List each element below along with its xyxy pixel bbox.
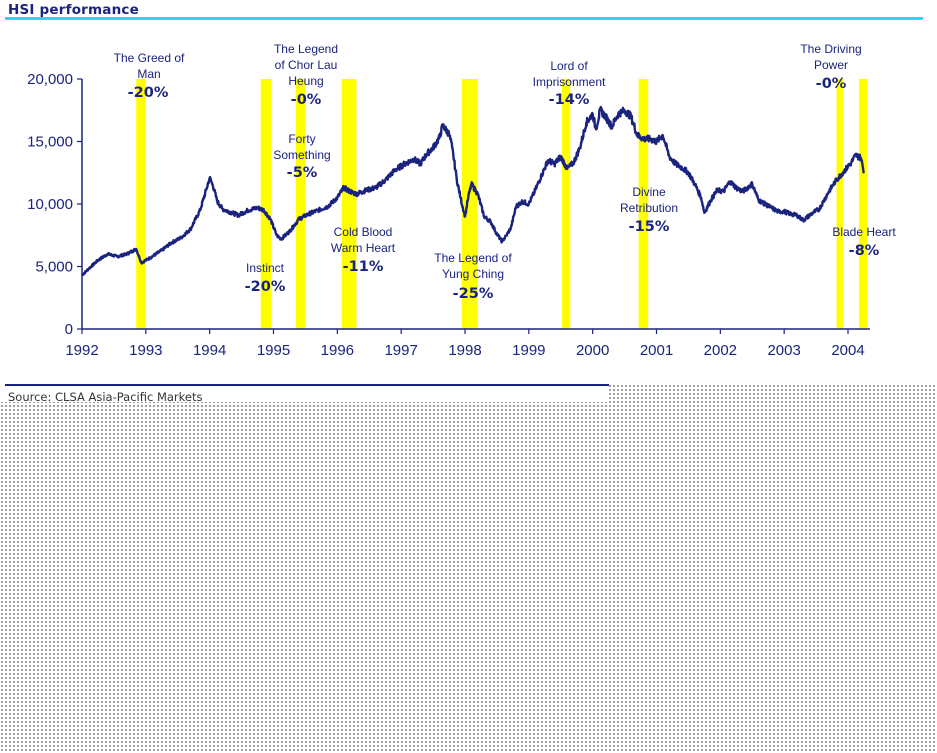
annotation-label-3-line-1: Forty (288, 132, 315, 146)
x-tick-label: 2001 (640, 342, 673, 359)
annotation-change-extra: -0% (291, 92, 322, 108)
source-note: Source: CLSA Asia-Pacific Markets (8, 390, 203, 402)
annotation-change-1: -20% (128, 85, 169, 101)
annotation-change-5: -25% (453, 286, 494, 302)
chart-title: HSI performance (8, 2, 139, 18)
y-tick-label: 0 (65, 321, 73, 338)
x-tick-label: 1999 (512, 342, 545, 359)
annotation-label-1-line-1: The Greed of (114, 51, 185, 65)
x-tick-label: 1995 (257, 342, 290, 359)
highlight-band-8 (836, 79, 843, 329)
annotation-change-6: -14% (549, 92, 590, 108)
annotation-label-7-line-2: Retribution (620, 201, 678, 215)
x-tick-label: 1994 (193, 342, 226, 359)
source-box: Source: CLSA Asia-Pacific Markets (0, 384, 609, 402)
x-tick-label: 1993 (129, 342, 162, 359)
band-layer (136, 79, 868, 329)
highlight-band-6 (562, 79, 571, 329)
highlight-band-7 (638, 79, 649, 329)
annotation-change-7: -15% (629, 219, 670, 235)
annotation-label-7-line-1: Divine (632, 185, 666, 199)
y-tick-label: 15,000 (27, 134, 73, 151)
highlight-band-2 (260, 79, 272, 329)
annotation-label-4-line-2: Warm Heart (331, 241, 396, 255)
y-tick-label: 20,000 (27, 71, 73, 88)
annotation-label-6-line-1: Lord of (550, 59, 588, 73)
x-tick-label: 2002 (704, 342, 737, 359)
annotation-label-6-line-2: Imprisonment (533, 75, 606, 89)
line-layer (81, 105, 866, 277)
title-rule (5, 17, 923, 20)
annotation-label-8-line-2: Power (814, 58, 848, 72)
annotation-label-5-line-1: The Legend of (434, 251, 512, 265)
annotation-label-4-line-1: Cold Blood (334, 225, 393, 239)
annotation-label-1-line-2: Man (137, 67, 160, 81)
annotation-label-3-line-2: Something (273, 148, 330, 162)
annotation-change-8: -0% (816, 76, 847, 92)
x-tick-label: 1998 (448, 342, 481, 359)
highlight-band-4 (341, 79, 357, 329)
axes-layer: 0 5,000 10,000 15,000 20,000 1992 1993 1994 1995… (27, 71, 870, 359)
chart-panel: HSI performance 0 5,000 10,000 15,000 20,000… (5, 2, 923, 359)
annotation-layer: The Greed of Man -20% Instinct -20% Forty Some… (114, 42, 897, 302)
hsi-index-line (81, 105, 866, 277)
x-tick-label: 1996 (321, 342, 354, 359)
annotation-label-5-line-2: Yung Ching (442, 267, 504, 281)
y-tick-label: 5,000 (35, 259, 73, 276)
x-tick-label: 1997 (384, 342, 417, 359)
annotation-change-2: -20% (245, 279, 286, 295)
annotation-label-extra-line-1: The Legend (274, 42, 338, 56)
annotation-change-9: -8% (849, 243, 880, 259)
annotation-label-2-line-1: Instinct (246, 261, 285, 275)
annotation-label-extra-line-3: Heung (288, 74, 323, 88)
source-rule (5, 384, 609, 386)
highlight-band-5 (461, 79, 478, 329)
annotation-label-8-line-1: The Driving (800, 42, 861, 56)
x-tick-label: 2000 (576, 342, 609, 359)
annotation-label-9-line-1: Blade Heart (832, 225, 896, 239)
annotation-change-4: -11% (343, 259, 384, 275)
x-tick-label: 2004 (831, 342, 864, 359)
highlight-band-1 (136, 79, 146, 329)
highlight-band-3 (295, 79, 306, 329)
x-tick-label: 1992 (65, 342, 98, 359)
x-tick-label: 2003 (767, 342, 800, 359)
annotation-label-extra-line-2: of Chor Lau (275, 58, 338, 72)
hsi-chart: 0 5,000 10,000 15,000 20,000 1992 1993 1994 1995… (27, 42, 897, 359)
y-tick-label: 10,000 (27, 196, 73, 213)
annotation-change-3: -5% (287, 165, 318, 181)
highlight-band-9 (858, 79, 868, 329)
